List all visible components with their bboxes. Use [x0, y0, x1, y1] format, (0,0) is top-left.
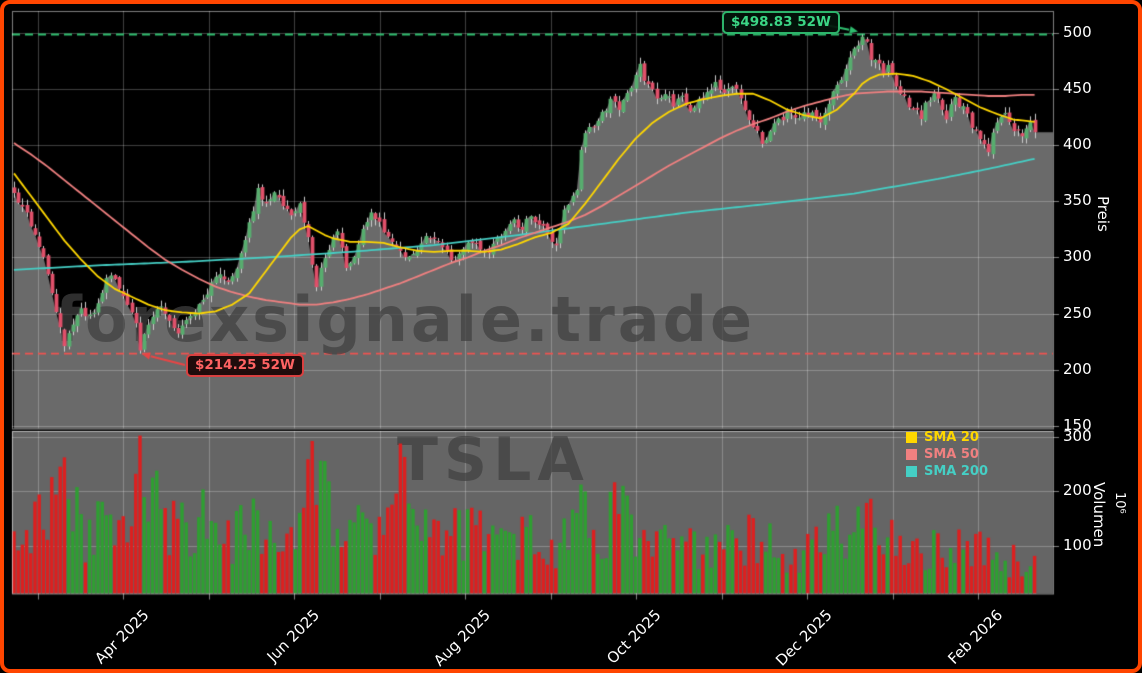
legend-item-sma50: SMA 50: [906, 446, 988, 463]
sma-legend: SMA 20 SMA 50 SMA 200: [906, 429, 988, 480]
volume-tick-label: 300: [1063, 426, 1092, 445]
price-axis-title: Preis: [1094, 196, 1112, 232]
price-tick-label: 400: [1063, 135, 1092, 154]
legend-item-sma200: SMA 200: [906, 463, 988, 480]
price-tick-label: 300: [1063, 247, 1092, 266]
price-tick-label: 150: [1063, 415, 1092, 434]
legend-label: SMA 50: [924, 447, 979, 462]
high-52w-label: $498.83 52W: [722, 11, 840, 34]
price-tick-label: 200: [1063, 359, 1092, 378]
volume-exponent-label: 10⁶: [1112, 492, 1127, 514]
volume-axis-title: Volumen: [1090, 482, 1108, 548]
volume-tick-label: 200: [1063, 481, 1092, 500]
volume-tick-label: 100: [1063, 535, 1092, 554]
sma50-swatch-icon: [906, 449, 917, 460]
sma200-swatch-icon: [906, 466, 917, 477]
legend-label: SMA 200: [924, 464, 989, 479]
low-52w-label: $214.25 52W: [186, 354, 304, 377]
legend-item-sma20: SMA 20: [906, 429, 988, 446]
price-tick-label: 350: [1063, 191, 1092, 210]
legend-label: SMA 20: [924, 430, 979, 445]
price-tick-label: 450: [1063, 79, 1092, 98]
price-tick-label: 250: [1063, 303, 1092, 322]
price-tick-label: 500: [1063, 23, 1092, 42]
sma20-swatch-icon: [906, 432, 917, 443]
